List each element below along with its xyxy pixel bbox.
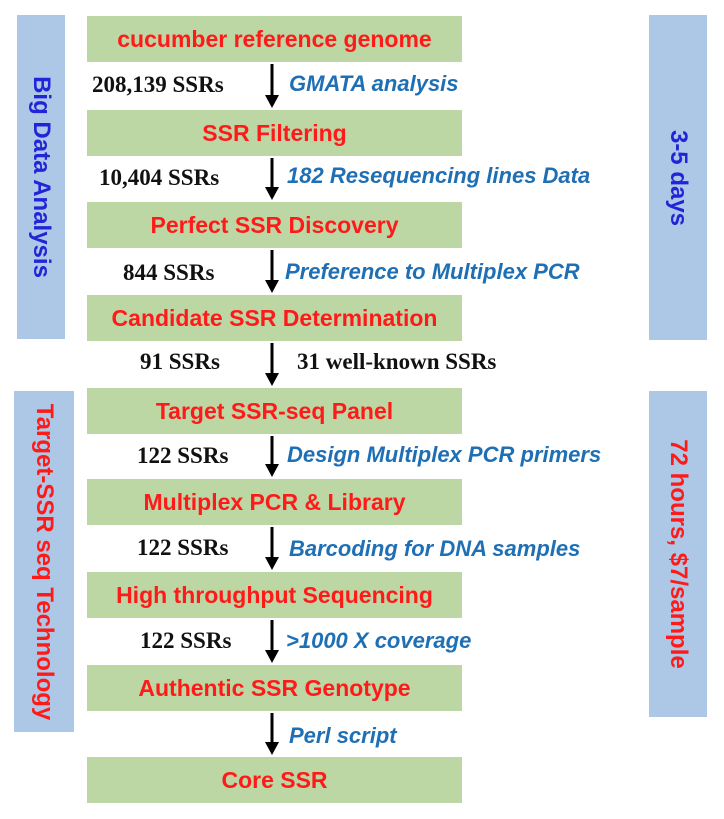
ssr-count: 208,139 SSRs bbox=[92, 72, 224, 97]
step-core-ssr: Core SSR bbox=[87, 757, 462, 803]
big-data-analysis-label: Big Data Analysis bbox=[28, 76, 55, 278]
step-perfect-ssr-discovery: Perfect SSR Discovery bbox=[87, 202, 462, 248]
ssr-count: 91 SSRs bbox=[140, 349, 220, 374]
timing-bottom-panel: 72 hours, $7/sample bbox=[649, 391, 707, 717]
step-authentic-ssr-genotype: Authentic SSR Genotype bbox=[87, 665, 462, 711]
process-note: Barcoding for DNA samples bbox=[289, 536, 581, 561]
timing-top-label: 3-5 days bbox=[665, 129, 692, 226]
ssr-count: 122 SSRs bbox=[137, 535, 229, 560]
step-label: Candidate SSR Determination bbox=[111, 304, 438, 331]
process-note: >1000 X coverage bbox=[286, 628, 472, 653]
ssr-count: 844 SSRs bbox=[123, 260, 215, 285]
ssr-count: 10,404 SSRs bbox=[99, 165, 220, 190]
step-high-throughput-sequencing: High throughput Sequencing bbox=[87, 572, 462, 618]
well-known-ssrs-count: 31 well-known SSRs bbox=[297, 349, 497, 374]
step-target-ssr-seq-panel: Target SSR-seq Panel bbox=[87, 388, 462, 434]
down-arrow-icon bbox=[264, 248, 280, 295]
step-ssr-filtering: SSR Filtering bbox=[87, 110, 462, 156]
step-label: Core SSR bbox=[221, 766, 328, 793]
target-ssr-panel: Target-SSR seq Technology bbox=[14, 391, 74, 732]
step-candidate-ssr-determination: Candidate SSR Determination bbox=[87, 295, 462, 341]
ssr-count: 122 SSRs bbox=[140, 628, 232, 653]
process-note: GMATA analysis bbox=[289, 71, 459, 96]
step-multiplex-pcr-library: Multiplex PCR & Library bbox=[87, 479, 462, 525]
down-arrow-icon bbox=[264, 525, 280, 572]
timing-top-panel: 3-5 days bbox=[649, 15, 707, 340]
big-data-analysis-panel: Big Data Analysis bbox=[17, 15, 65, 339]
down-arrow-icon bbox=[264, 341, 280, 388]
step-reference-genome: cucumber reference genome bbox=[87, 16, 462, 62]
step-label: SSR Filtering bbox=[202, 119, 347, 146]
process-note: Design Multiplex PCR primers bbox=[287, 442, 602, 467]
process-note: Preference to Multiplex PCR bbox=[285, 259, 580, 284]
down-arrow-icon bbox=[264, 434, 280, 479]
process-note: 182 Resequencing lines Data bbox=[287, 163, 591, 188]
step-label: Perfect SSR Discovery bbox=[150, 211, 399, 238]
step-label: cucumber reference genome bbox=[117, 25, 432, 52]
down-arrow-icon bbox=[264, 62, 280, 110]
process-note: Perl script bbox=[289, 723, 397, 748]
ssr-count: 122 SSRs bbox=[137, 443, 229, 468]
step-label: Target SSR-seq Panel bbox=[155, 397, 394, 424]
step-label: Multiplex PCR & Library bbox=[143, 488, 406, 515]
step-label: Authentic SSR Genotype bbox=[138, 674, 411, 701]
target-ssr-label: Target-SSR seq Technology bbox=[31, 403, 58, 720]
down-arrow-icon bbox=[264, 156, 280, 202]
down-arrow-icon bbox=[264, 711, 280, 757]
step-label: High throughput Sequencing bbox=[116, 581, 433, 608]
timing-bottom-label: 72 hours, $7/sample bbox=[665, 439, 692, 669]
down-arrow-icon bbox=[264, 618, 280, 665]
